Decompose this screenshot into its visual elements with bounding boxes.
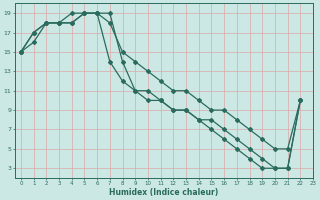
X-axis label: Humidex (Indice chaleur): Humidex (Indice chaleur) <box>109 188 219 197</box>
